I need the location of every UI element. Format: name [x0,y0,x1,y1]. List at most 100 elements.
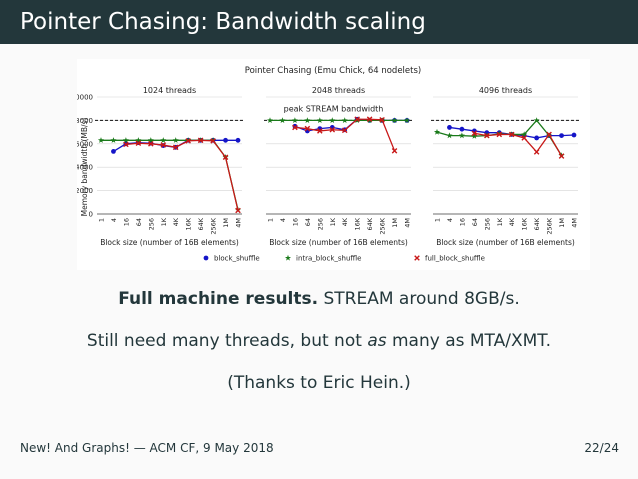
series-line-intra_block_shuffle [436,119,563,156]
legend-marker-full_block_shuffle [414,255,420,261]
panel-title: 4096 threads [479,86,532,95]
data-point-full_block_shuffle [235,207,241,214]
x-tick-label: 1K [496,217,504,226]
data-point-full_block_shuffle [222,154,229,161]
y-axis-label: Memory bandwidth (MB/s) [80,118,89,217]
x-tick-label: 16K [354,217,362,230]
x-tick-label: 16K [521,217,529,230]
x-tick-label: 64 [471,218,479,226]
x-tick-label: 4K [341,217,349,226]
y-tick-label: 8000 [77,117,93,125]
x-tick-label: 4 [446,218,454,222]
data-point-intra_block_shuffle [122,137,129,143]
legend-label: intra_block_shuffle [296,255,361,263]
data-point-full_block_shuffle [197,137,204,144]
data-point-full_block_shuffle [148,141,154,147]
series-line-full_block_shuffle [125,139,239,211]
data-point-intra_block_shuffle [433,128,441,135]
y-tick-label: 4000 [77,164,93,172]
data-point-full_block_shuffle [521,135,527,141]
summary-rest: STREAM around 8GB/s. [318,289,520,309]
data-point-full_block_shuffle [558,153,565,159]
data-point-full_block_shuffle [546,131,552,138]
data-point-block_shuffle [447,125,452,130]
x-tick-label: 256 [147,218,155,230]
x-tick-label: 4K [172,217,180,226]
data-point-intra_block_shuffle [533,117,540,123]
threads-text-a: Still need many threads, but not [86,331,368,351]
thanks-line: (Thanks to Eric Hein.) [227,373,411,393]
data-point-intra_block_shuffle [341,117,348,123]
x-tick-label: 256K [379,217,387,234]
data-point-block_shuffle [571,132,577,138]
data-point-intra_block_shuffle [110,137,117,143]
data-point-full_block_shuffle [533,149,540,155]
x-tick-label: 1K [329,217,337,226]
data-point-full_block_shuffle [135,140,142,147]
x-axis-label: Block size (number of 16B elements) [436,238,575,247]
x-tick-label: 1M [222,218,230,228]
data-point-full_block_shuffle [185,138,191,144]
legend-marker-block_shuffle [203,255,209,261]
footer-left: New! And Graphs! — ACM CF, 9 May 2018 [20,441,274,455]
data-point-full_block_shuffle [317,128,323,134]
x-tick-label: 1K [160,217,168,226]
data-point-full_block_shuffle [354,116,360,123]
data-point-full_block_shuffle [329,126,336,133]
data-point-intra_block_shuffle [291,117,298,123]
x-tick-label: 16K [185,217,193,230]
x-tick-label: 256K [210,217,218,234]
x-tick-label: 64K [366,217,374,230]
data-point-full_block_shuffle [366,116,373,123]
data-point-intra_block_shuffle [403,117,411,123]
x-tick-label: 16 [458,218,466,226]
x-tick-label: 64 [304,218,312,226]
reference-line-label: peak STREAM bandwidth [284,104,384,113]
data-point-intra_block_shuffle [97,137,105,143]
data-point-intra_block_shuffle [172,137,179,143]
x-tick-label: 256 [316,218,324,230]
chart-title: Pointer Chasing (Emu Chick, 64 nodelets) [245,66,421,76]
x-tick-label: 1 [434,218,442,222]
data-point-intra_block_shuffle [316,117,323,123]
x-tick-label: 4 [279,218,287,222]
chart-figure: Pointer Chasing (Emu Chick, 64 nodelets)… [77,59,590,270]
data-point-block_shuffle [534,135,540,141]
data-point-block_shuffle [235,137,241,143]
x-tick-label: 4M [404,218,412,228]
x-tick-label: 4M [235,218,243,228]
data-point-intra_block_shuffle [329,117,336,123]
legend-marker-intra_block_shuffle [284,254,292,261]
data-point-intra_block_shuffle [446,132,453,139]
x-tick-label: 16 [122,218,130,226]
data-point-full_block_shuffle [160,142,167,148]
x-tick-label: 64K [533,217,541,230]
data-point-full_block_shuffle [496,131,503,138]
threads-emphasis: as [367,331,387,351]
data-point-intra_block_shuffle [279,117,286,123]
y-tick-label: 6000 [77,140,93,148]
x-tick-label: 4K [508,217,516,226]
data-point-full_block_shuffle [484,132,490,139]
data-point-full_block_shuffle [210,138,216,144]
data-point-full_block_shuffle [391,148,398,154]
summary-line: Full machine results. STREAM around 8GB/… [0,289,638,309]
data-point-full_block_shuffle [341,127,348,134]
y-tick-label: 10000 [77,94,93,102]
data-point-full_block_shuffle [292,124,298,131]
threads-line: Still need many threads, but not as many… [0,331,638,351]
x-tick-label: 16 [291,218,299,226]
x-tick-label: 1M [558,218,566,228]
series-line-full_block_shuffle [474,132,563,157]
summary-bold: Full machine results. [118,289,319,309]
data-point-full_block_shuffle [172,144,179,151]
legend-label: full_block_shuffle [425,255,485,263]
data-point-intra_block_shuffle [266,117,274,123]
series-line-intra_block_shuffle [101,139,239,211]
data-point-intra_block_shuffle [304,117,311,123]
data-point-intra_block_shuffle [471,132,478,139]
x-tick-label: 256K [546,217,554,234]
data-point-full_block_shuffle [304,125,311,132]
x-tick-label: 1 [98,218,106,222]
data-point-full_block_shuffle [508,131,515,138]
